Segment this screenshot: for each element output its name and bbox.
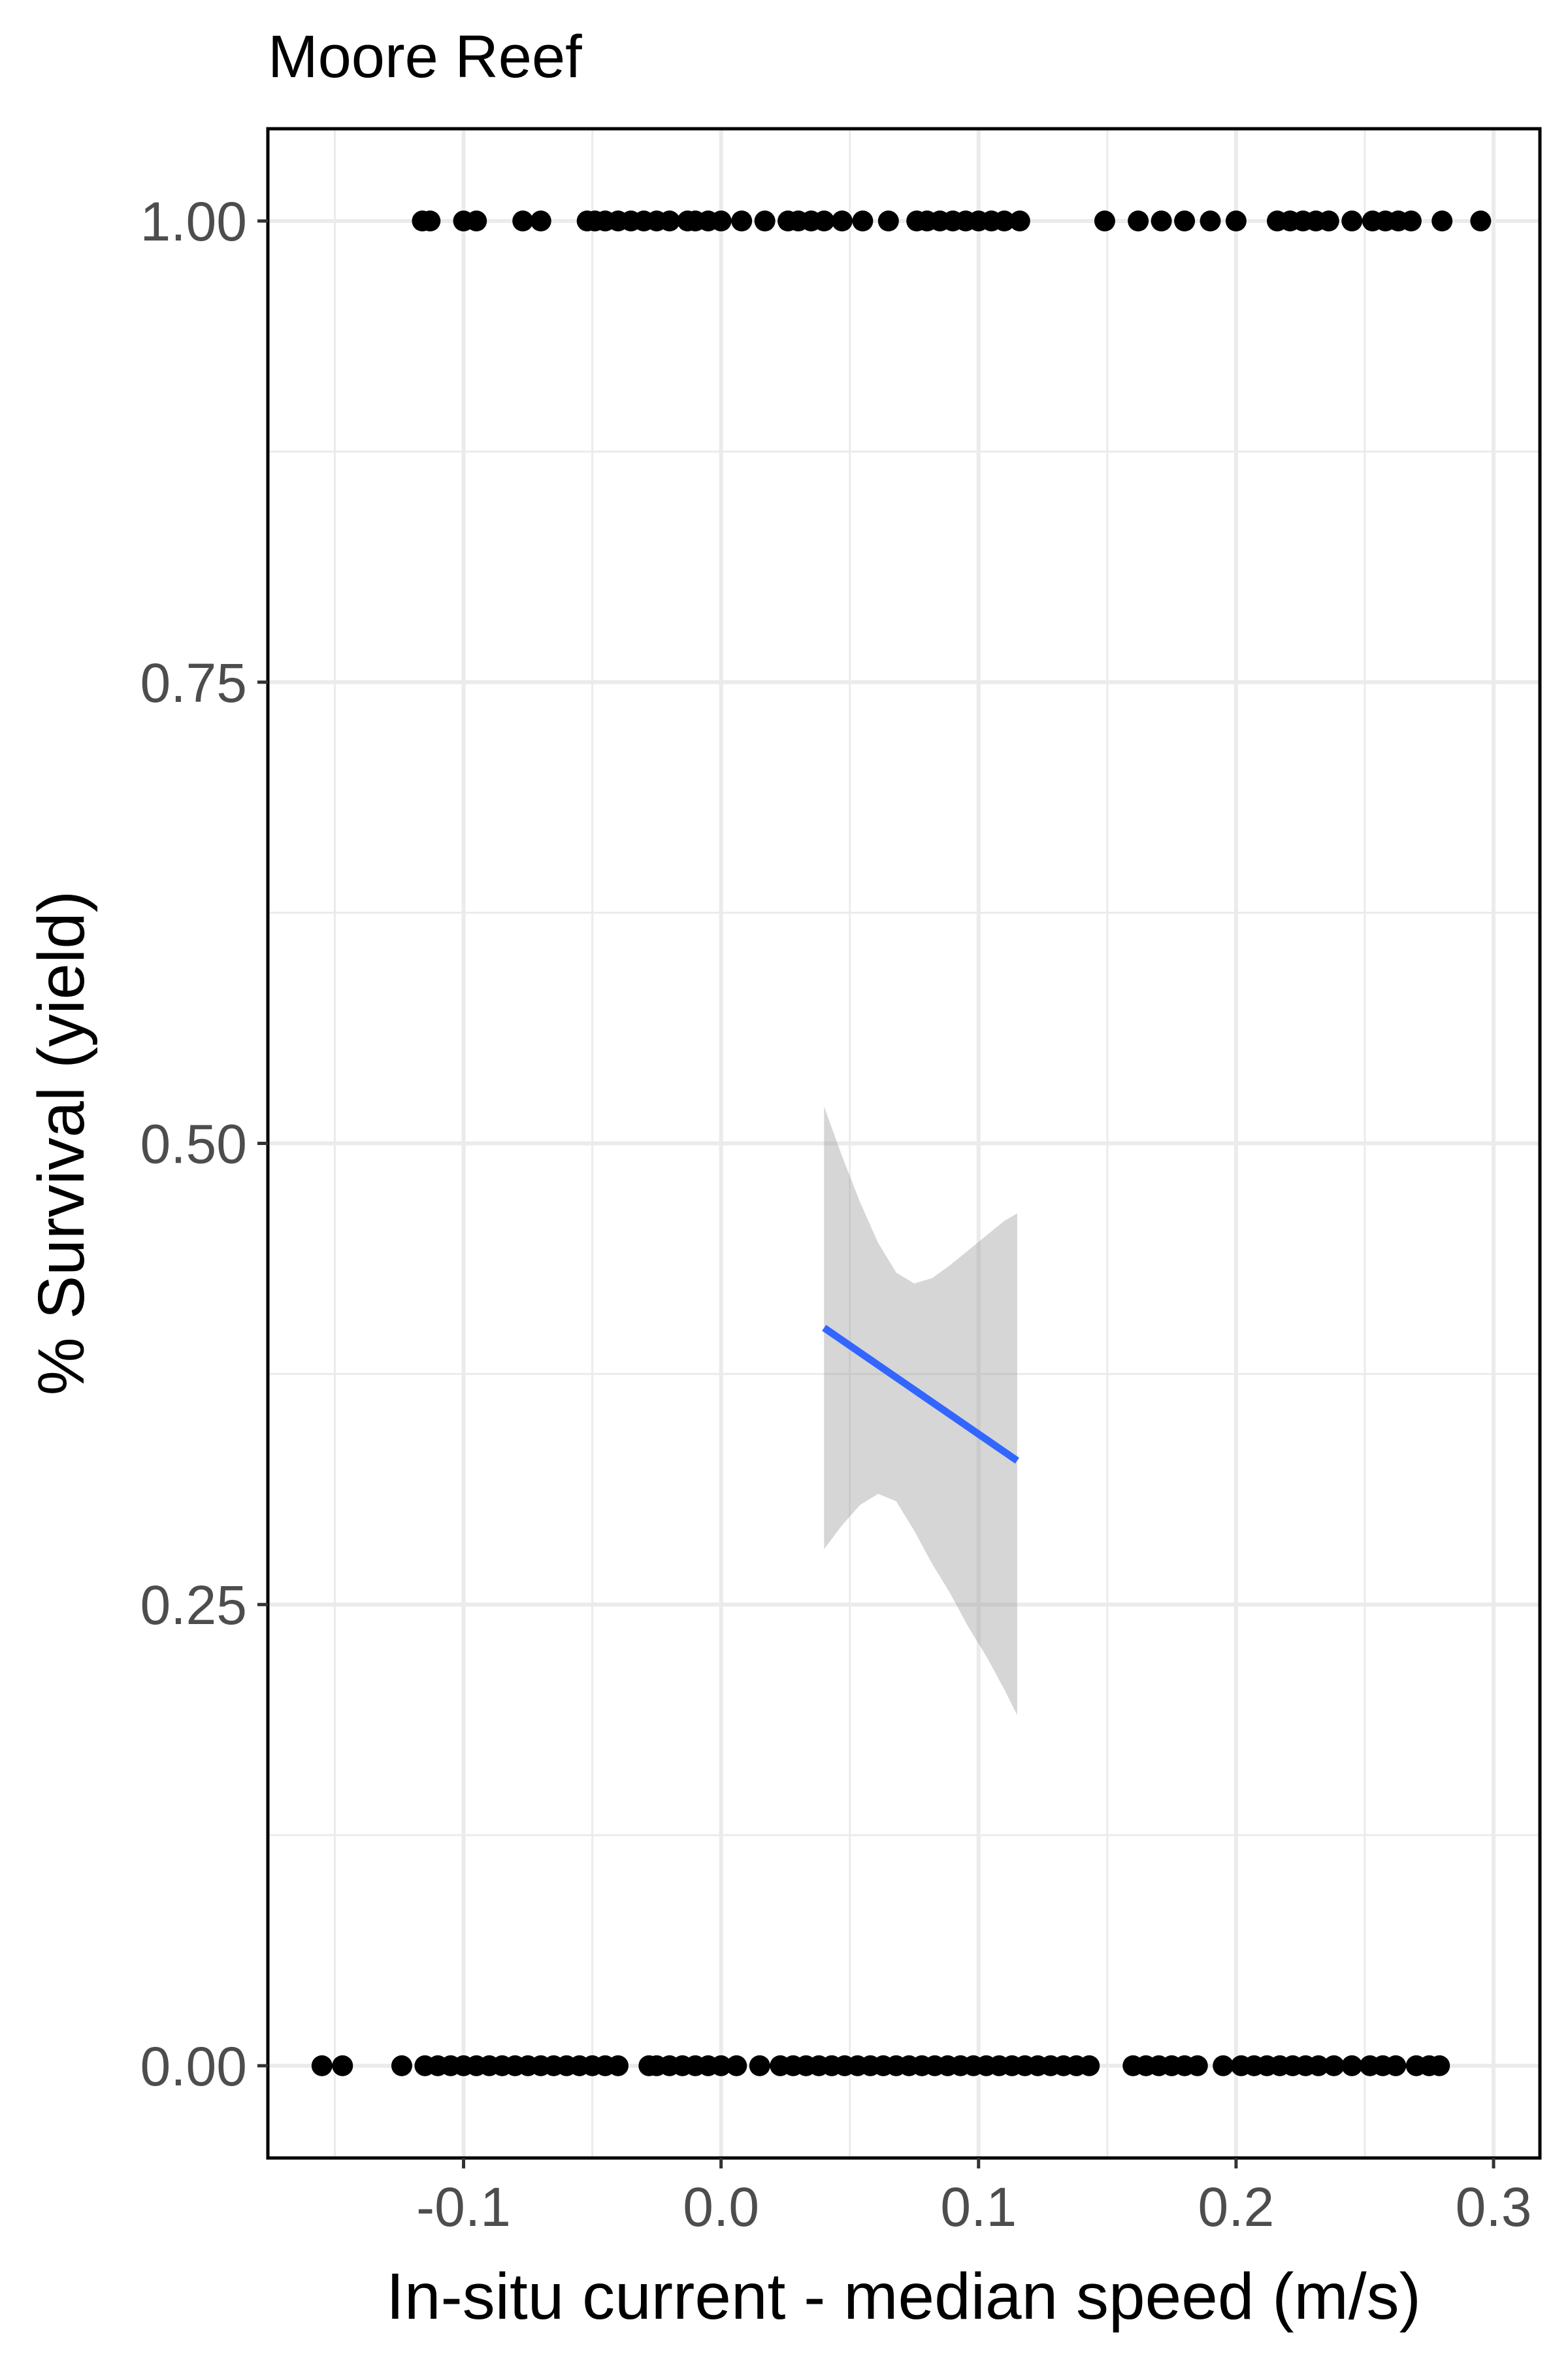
data-point [994,210,1015,232]
y-tick-label: 0.25 [140,1574,248,1636]
data-point [1385,2055,1407,2076]
fit-line-layer [822,1325,1020,1464]
data-point [512,210,534,232]
chart-title: Moore Reef [268,24,582,90]
confidence-band [824,1106,1017,1716]
data-point [754,210,776,232]
data-point [726,2055,747,2076]
x-axis-ticks: -0.1 0.0 0.1 0.2 0.3 [416,2158,1531,2238]
data-point [1429,2055,1450,2076]
y-axis-ticks: 0.00 0.25 0.50 0.75 1.00 [140,191,268,2097]
fit-line [822,1325,1020,1464]
data-point [710,210,732,232]
data-point [852,210,874,232]
data-point [1431,210,1453,232]
data-point [1323,2055,1345,2076]
data-point [1079,2055,1100,2076]
data-point [1308,2055,1330,2076]
data-point [1009,210,1030,232]
x-axis-title: In-situ current - median speed (m/s) [386,2260,1421,2333]
data-point [710,2055,732,2076]
data-point [1225,210,1247,232]
x-tick-label: 0.2 [1198,2176,1275,2238]
x-tick-label: 0.1 [940,2176,1017,2238]
data-point [1174,210,1196,232]
data-point [1200,210,1221,232]
y-tick-label: 0.75 [140,652,248,714]
data-point [311,2055,333,2076]
y-axis-title: % Survival (yield) [25,891,98,1395]
data-point [332,2055,353,2076]
data-point [877,210,899,232]
data-point [813,210,835,232]
data-point [1400,210,1422,232]
data-point [1470,210,1492,232]
data-point [1341,210,1363,232]
data-point [608,2055,629,2076]
data-point [1094,210,1115,232]
data-point [391,2055,412,2076]
data-point [831,210,853,232]
data-point [1341,2055,1363,2076]
data-point [1213,2055,1234,2076]
x-tick-label: -0.1 [416,2176,511,2238]
confidence-band-layer [824,1106,1017,1716]
data-point [1151,210,1172,232]
y-tick-label: 1.00 [140,191,248,252]
x-tick-label: 0.3 [1456,2176,1532,2238]
data-point [419,210,441,232]
data-point [749,2055,770,2076]
y-tick-label: 0.00 [140,2036,248,2097]
data-point [530,210,551,232]
data-point [1186,2055,1208,2076]
data-point [1128,210,1149,232]
data-point [466,210,487,232]
y-tick-label: 0.50 [140,1114,248,1175]
data-point [731,210,753,232]
points-layer [311,210,1492,2076]
data-point [659,210,680,232]
x-tick-label: 0.0 [683,2176,759,2238]
data-point [1318,210,1339,232]
